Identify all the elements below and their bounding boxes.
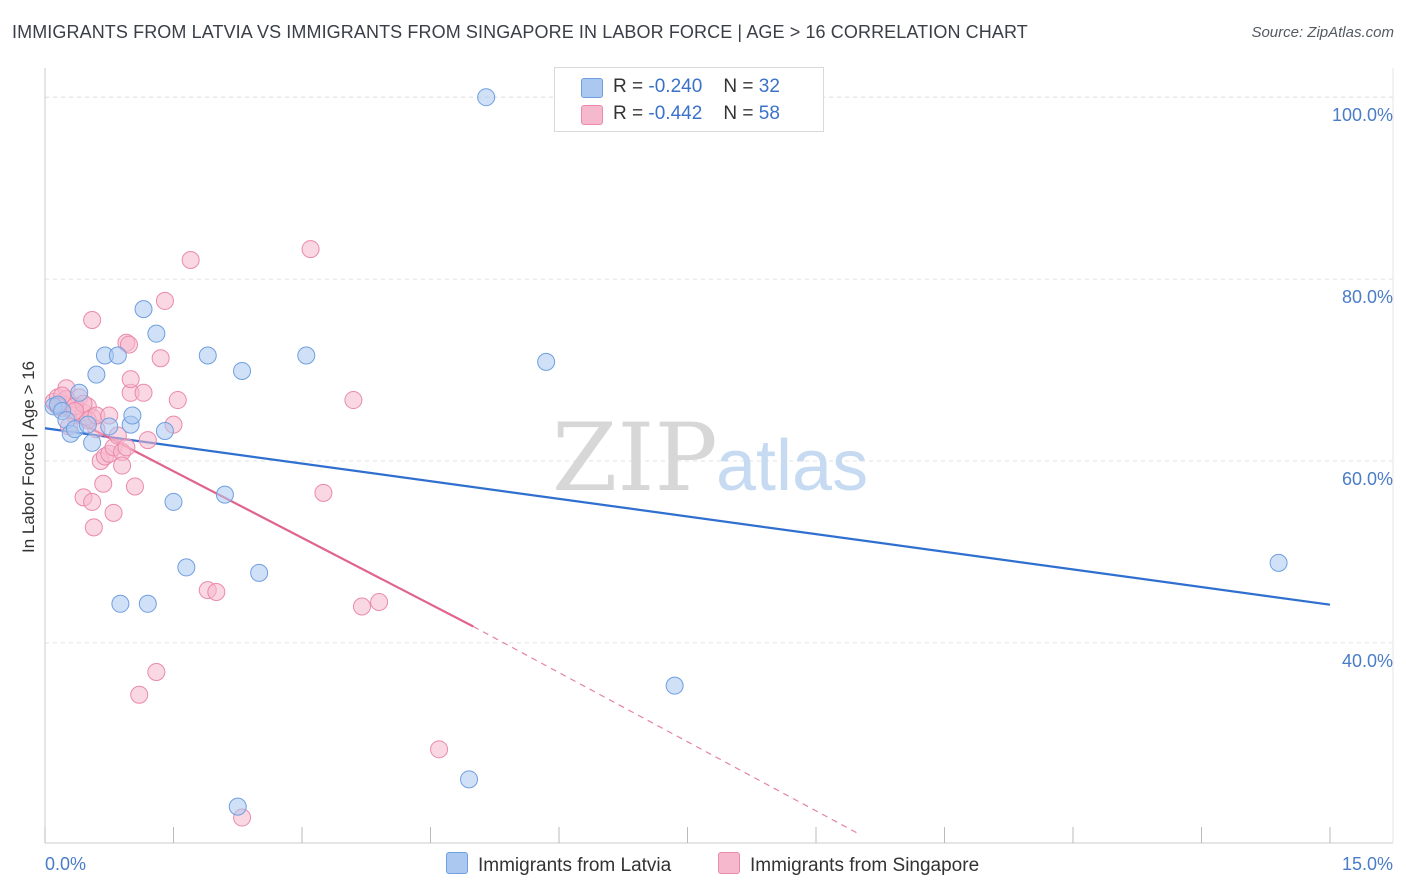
point-singapore (314, 483, 333, 502)
point-latvia (198, 346, 217, 365)
legend-n-value-singapore: 58 (758, 103, 780, 124)
point-latvia (87, 365, 106, 384)
legend-swatch-singapore (581, 105, 603, 125)
point-latvia (123, 406, 142, 425)
point-latvia (215, 485, 234, 504)
legend-r-label: R = (613, 103, 644, 124)
point-singapore (301, 240, 320, 259)
legend-r-label: R = (613, 76, 644, 97)
point-latvia (111, 594, 130, 613)
x-tick-label: 15.0% (1342, 854, 1393, 874)
point-singapore (352, 597, 371, 616)
point-latvia (70, 383, 89, 402)
point-latvia (177, 558, 196, 577)
point-latvia (665, 676, 684, 695)
point-singapore (130, 685, 149, 704)
bottom-legend-singapore: Immigrants from Singapore (718, 852, 979, 877)
point-singapore (147, 663, 166, 682)
y-tick-label: 40.0% (1342, 651, 1393, 671)
bottom-legend-swatch-singapore (718, 852, 740, 874)
point-singapore (430, 740, 449, 759)
trend-line-singapore-extension (473, 626, 860, 835)
watermark: ZIP atlas (552, 404, 868, 513)
trend-line-latvia (44, 427, 1331, 606)
point-latvia (108, 346, 127, 365)
point-singapore (207, 582, 226, 601)
x-tick-label: 0.0% (45, 854, 86, 874)
point-singapore (104, 503, 123, 522)
bottom-legend-swatch-latvia (446, 852, 468, 874)
bottom-legend-label-latvia: Immigrants from Latvia (478, 855, 672, 876)
data-points (44, 88, 1288, 827)
legend-r-value-singapore: -0.442 (648, 103, 703, 124)
legend-swatch-latvia (581, 78, 603, 98)
y-tick-label: 80.0% (1342, 287, 1393, 307)
legend-n-value-latvia: 32 (758, 76, 780, 97)
point-latvia (537, 352, 556, 371)
point-latvia (228, 797, 247, 816)
bottom-legend-latvia: Immigrants from Latvia (446, 852, 671, 877)
y-tick-label: 60.0% (1342, 469, 1393, 489)
point-latvia (138, 594, 157, 613)
point-singapore (138, 431, 157, 450)
watermark-atlas: atlas (716, 426, 868, 506)
point-singapore (344, 391, 363, 410)
point-latvia (297, 346, 316, 365)
chart-title: IMMIGRANTS FROM LATVIA VS IMMIGRANTS FRO… (12, 22, 1028, 42)
tick-labels: 40.0% 60.0% 80.0% 100.0% 0.0% 15.0% (45, 105, 1393, 874)
legend-r-value-latvia: -0.240 (648, 76, 703, 97)
watermark-zip: ZIP (552, 404, 718, 513)
point-latvia (250, 563, 269, 582)
point-singapore (370, 592, 389, 611)
point-latvia (147, 324, 166, 343)
point-singapore (119, 335, 138, 354)
point-latvia (477, 88, 496, 107)
point-singapore (83, 492, 102, 511)
point-singapore (117, 438, 136, 457)
point-singapore (121, 370, 140, 389)
bottom-legend-label-singapore: Immigrants from Singapore (750, 855, 980, 876)
point-singapore (168, 391, 187, 410)
legend-n-label: N = (723, 76, 754, 97)
point-latvia (233, 361, 252, 380)
legend-box: R = -0.240 N = 32 R = -0.442 N = 58 (554, 67, 824, 132)
point-latvia (134, 300, 153, 319)
legend-n-label: N = (723, 103, 754, 124)
point-singapore (125, 477, 144, 496)
point-latvia (100, 417, 119, 436)
axes (44, 68, 1394, 844)
y-tick-label: 100.0% (1332, 105, 1393, 125)
point-singapore (155, 291, 174, 310)
source-label: Source: ZipAtlas.com (1251, 24, 1394, 41)
point-latvia (83, 433, 102, 452)
point-singapore (84, 518, 103, 537)
point-singapore (151, 349, 170, 368)
point-latvia (460, 770, 479, 789)
point-latvia (78, 415, 97, 434)
point-singapore (94, 474, 113, 493)
point-latvia (1269, 553, 1288, 572)
point-singapore (83, 311, 102, 330)
y-axis-label: In Labor Force | Age > 16 (19, 361, 38, 553)
point-singapore (181, 250, 200, 269)
point-singapore (134, 383, 153, 402)
point-latvia (155, 421, 174, 440)
point-singapore (113, 456, 132, 475)
point-latvia (164, 492, 183, 511)
